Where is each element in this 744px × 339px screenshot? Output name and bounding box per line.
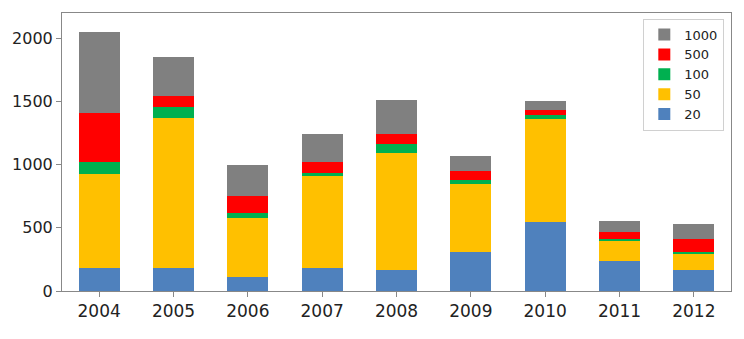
svg-text:500: 500	[22, 218, 53, 237]
svg-text:2008: 2008	[375, 301, 418, 321]
svg-text:2006: 2006	[226, 301, 269, 321]
svg-text:2000: 2000	[12, 29, 53, 48]
svg-text:0: 0	[43, 282, 53, 301]
svg-text:1500: 1500	[12, 92, 53, 111]
svg-text:1000: 1000	[12, 155, 53, 174]
svg-text:1000: 1000	[684, 28, 717, 43]
svg-text:2009: 2009	[449, 301, 492, 321]
svg-text:2005: 2005	[152, 301, 195, 321]
svg-text:2012: 2012	[672, 301, 715, 321]
svg-text:2011: 2011	[598, 301, 641, 321]
svg-text:20: 20	[684, 107, 701, 122]
svg-text:100: 100	[684, 67, 709, 82]
svg-text:2007: 2007	[301, 301, 344, 321]
svg-text:2010: 2010	[524, 301, 567, 321]
svg-text:2004: 2004	[78, 301, 121, 321]
svg-text:50: 50	[684, 87, 701, 102]
svg-text:500: 500	[684, 47, 709, 62]
